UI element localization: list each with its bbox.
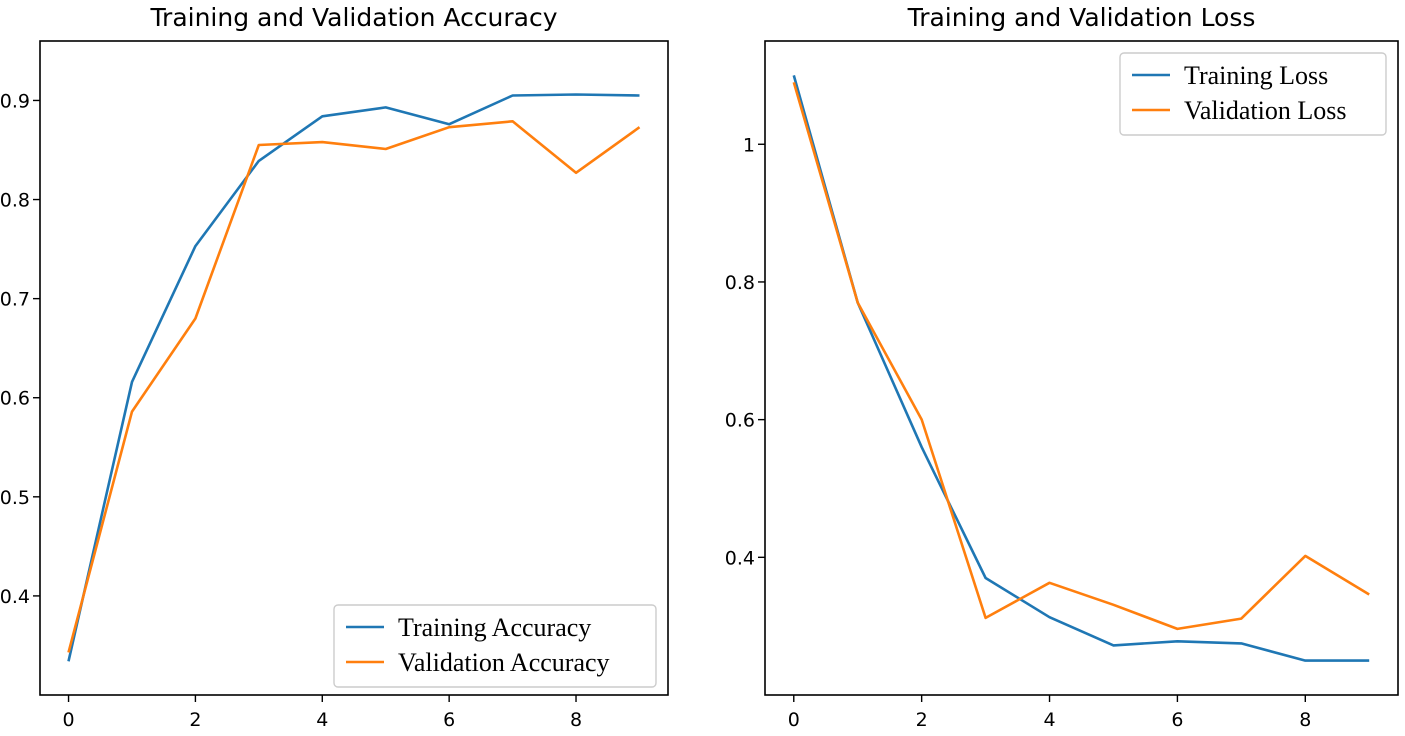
y-tick-label: 0.5 <box>0 487 30 509</box>
y-tick-label: 0.6 <box>0 388 30 410</box>
x-tick-label: 6 <box>443 709 455 731</box>
x-tick-label: 0 <box>62 709 74 731</box>
chart-1: Training and Validation Accuracy 0 2 4 6 8 0.4… <box>0 3 669 731</box>
y-tick-label: 0.8 <box>0 190 30 212</box>
x-tick-label: 8 <box>1299 709 1311 731</box>
legend-box <box>1119 52 1387 136</box>
plot-frame <box>39 40 669 696</box>
legend-label: Validation Accuracy <box>398 648 610 677</box>
x-tick-label: 4 <box>316 709 328 731</box>
y-tick-label: 0.4 <box>0 586 30 608</box>
chart-title: Training and Validation Loss <box>907 3 1256 32</box>
y-tick-label: 1 <box>743 134 755 156</box>
x-tick-label: 0 <box>788 709 800 731</box>
x-tick-label: 8 <box>570 709 582 731</box>
legend-box <box>333 604 657 688</box>
legend-label: Training Loss <box>1184 61 1328 90</box>
series-line-validation-accuracy <box>67 120 641 653</box>
series-line-training-loss <box>792 75 1370 662</box>
y-tick-label: 0.7 <box>0 289 30 311</box>
series-line-validation-loss <box>792 81 1370 631</box>
y-tick-label: 0.4 <box>725 547 755 569</box>
legend-label: Training Accuracy <box>398 613 591 642</box>
x-tick-label: 4 <box>1043 709 1055 731</box>
plot-frame <box>764 40 1399 696</box>
chart-2: Training and Validation Loss 0 2 4 6 8 0.4 0.6 0… <box>725 3 1399 731</box>
legend: Training Loss Validation Loss <box>1119 52 1387 136</box>
y-tick-label: 0.6 <box>725 410 755 432</box>
series-line-training-accuracy <box>67 93 640 662</box>
legend: Training Accuracy Validation Accuracy <box>333 604 657 688</box>
chart-title: Training and Validation Accuracy <box>149 3 557 32</box>
x-tick-label: 2 <box>916 709 928 731</box>
x-tick-label: 2 <box>189 709 201 731</box>
legend-label: Validation Loss <box>1184 96 1347 125</box>
x-tick-label: 6 <box>1171 709 1183 731</box>
y-tick-label: 0.8 <box>725 272 755 294</box>
y-tick-label: 0.9 <box>0 90 30 112</box>
